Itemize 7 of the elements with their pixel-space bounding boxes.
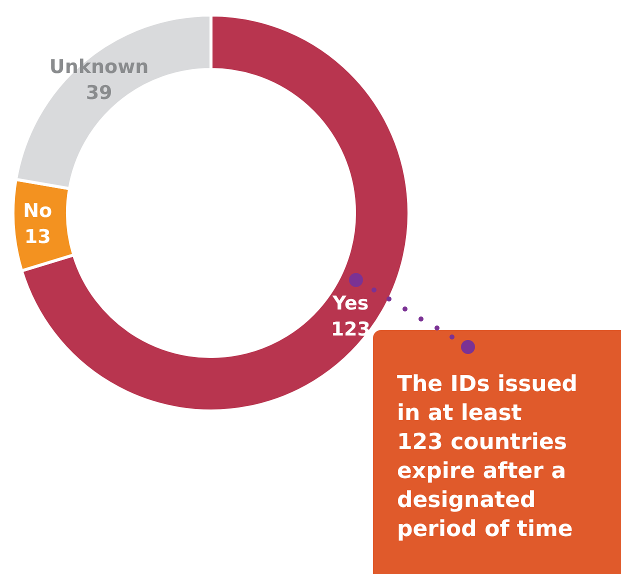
slice-label: Unknown [49, 56, 149, 78]
data-label: 123 [330, 318, 370, 340]
text: The IDs issued in at least 123 countries expire after a designated period of time [373, 330, 621, 574]
data-label: 39 [86, 82, 112, 104]
slice-label: Yes [332, 292, 369, 314]
slice-label: No [23, 200, 52, 222]
data-label: 13 [24, 226, 51, 248]
